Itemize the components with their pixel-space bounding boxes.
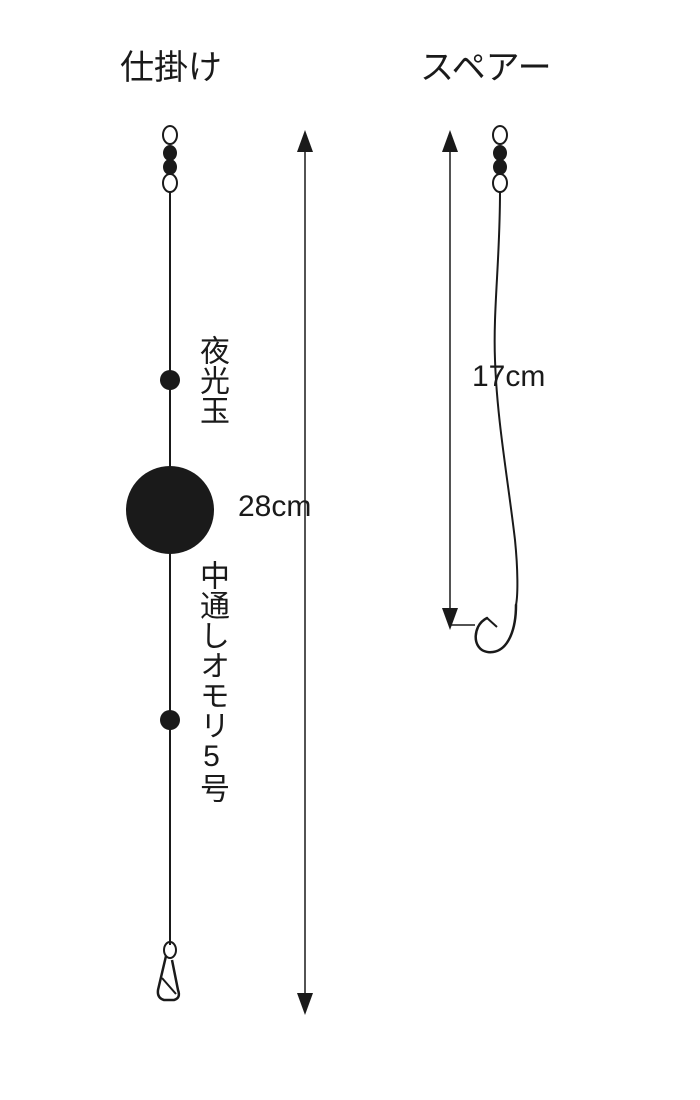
rig-diagram [0,0,700,1100]
snap-icon [158,942,179,1000]
dimension-spare [442,130,475,630]
hook-barb [487,618,497,627]
sinker-label: 中通しオモリ5号 [195,560,228,803]
hook-icon [476,605,516,652]
spare-length-label: 17cm [472,360,545,394]
swivel-icon [163,126,177,192]
spare-line [495,192,518,605]
glow-bead-icon [160,710,180,730]
dimension-main [297,130,313,1015]
glow-bead-label: 夜光玉 [195,335,228,425]
sinker-icon [126,466,214,554]
glow-bead-icon [160,370,180,390]
main-length-label: 28cm [238,490,311,524]
swivel-icon [493,126,507,192]
